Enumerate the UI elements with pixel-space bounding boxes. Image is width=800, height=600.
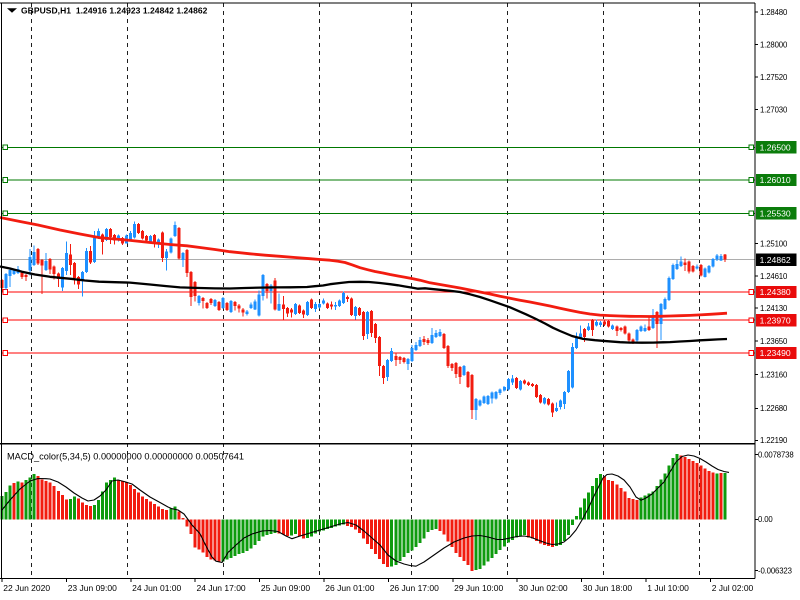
svg-text:1.27520: 1.27520 — [760, 73, 788, 82]
svg-text:1.24380: 1.24380 — [760, 287, 791, 297]
svg-text:1.25530: 1.25530 — [760, 209, 791, 219]
svg-text:1.23490: 1.23490 — [760, 348, 791, 358]
svg-text:1.27030: 1.27030 — [760, 106, 788, 115]
svg-text:1.23160: 1.23160 — [760, 370, 788, 379]
svg-text:22 Jun 2020: 22 Jun 2020 — [3, 583, 50, 593]
svg-text:0.00: 0.00 — [758, 515, 773, 524]
svg-text:0.0078738: 0.0078738 — [758, 451, 794, 460]
svg-text:30 Jun 02:00: 30 Jun 02:00 — [519, 583, 568, 593]
svg-text:GBPUSD,H1 1.24916 1.24923 1.2: GBPUSD,H1 1.24916 1.24923 1.24842 1.2486… — [21, 6, 208, 16]
svg-text:1.24130: 1.24130 — [760, 304, 788, 313]
svg-text:-0.006323: -0.006323 — [758, 567, 792, 576]
svg-text:26 Jun 01:00: 26 Jun 01:00 — [325, 583, 374, 593]
svg-text:1.23650: 1.23650 — [760, 337, 788, 346]
svg-text:1.22190: 1.22190 — [760, 436, 788, 445]
svg-text:1.24610: 1.24610 — [760, 272, 788, 281]
svg-text:1.28000: 1.28000 — [760, 40, 788, 49]
svg-text:30 Jun 18:00: 30 Jun 18:00 — [583, 583, 632, 593]
svg-text:2 Jul 02:00: 2 Jul 02:00 — [712, 583, 754, 593]
svg-text:25 Jun 09:00: 25 Jun 09:00 — [261, 583, 310, 593]
svg-text:MACD_color(5,34,5) 0.00000000: MACD_color(5,34,5) 0.00000000 0.00000000… — [7, 452, 244, 462]
svg-text:1.26010: 1.26010 — [760, 175, 791, 185]
svg-text:26 Jun 17:00: 26 Jun 17:00 — [390, 583, 439, 593]
svg-text:29 Jun 10:00: 29 Jun 10:00 — [454, 583, 503, 593]
svg-text:24 Jun 17:00: 24 Jun 17:00 — [197, 583, 246, 593]
svg-text:23 Jun 09:00: 23 Jun 09:00 — [68, 583, 117, 593]
svg-text:1.25100: 1.25100 — [760, 240, 788, 249]
svg-text:1.26500: 1.26500 — [760, 143, 791, 153]
svg-text:1.24862: 1.24862 — [760, 255, 791, 265]
svg-text:1.28480: 1.28480 — [760, 8, 788, 17]
svg-text:24 Jun 01:00: 24 Jun 01:00 — [132, 583, 181, 593]
svg-text:1.22680: 1.22680 — [760, 404, 788, 413]
svg-text:1 Jul 10:00: 1 Jul 10:00 — [647, 583, 689, 593]
svg-text:1.23970: 1.23970 — [760, 315, 791, 325]
